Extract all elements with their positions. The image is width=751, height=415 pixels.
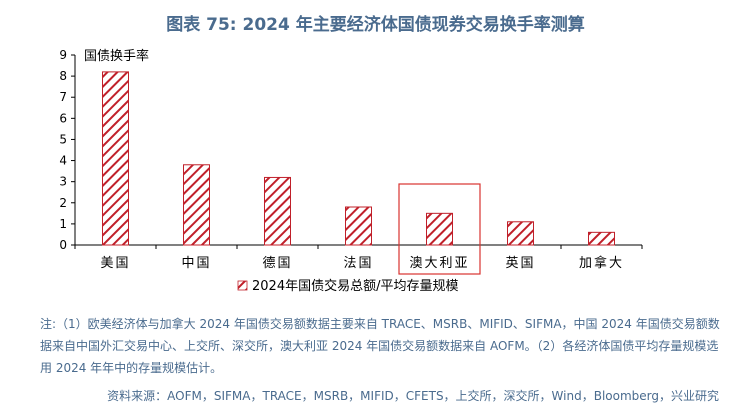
highlight-box	[398, 183, 481, 275]
x-tick-label: 英国	[505, 256, 535, 271]
x-tick-label: 法国	[343, 256, 373, 271]
x-tick-label: 德国	[262, 256, 292, 271]
data-source: 资料来源：AOFM，SIFMA，TRACE，MSRB，MIFID，CFETS，上…	[107, 389, 719, 403]
x-tick-label: 美国	[100, 256, 130, 271]
y-axis-label: 国债换手率	[84, 48, 149, 64]
bar-2	[264, 176, 291, 246]
y-tick-label: 4	[59, 154, 67, 168]
chart-title: 图表 75: 2024 年主要经济体国债现券交易换手率测算	[166, 15, 585, 35]
legend-swatch	[237, 280, 248, 291]
x-tick-label: 中国	[181, 256, 211, 271]
bar-3	[345, 206, 372, 246]
y-tick-label: 0	[59, 238, 67, 252]
y-tick-label: 1	[59, 217, 67, 231]
x-tick-label: 澳大利亚	[409, 255, 469, 271]
bar-chart: 0 1 2 3 4 5 6 7 8 9 美国 中国 德国 法国 澳大利亚 英国 加拿大 国债换手率 2024年…	[59, 48, 643, 294]
y-tick-label: 3	[59, 175, 67, 189]
y-tick-label: 8	[59, 69, 67, 83]
chart-note: 注:（1）欧美经济体与加拿大 2024 年国债交易额数据主要来自 TRACE、M…	[40, 317, 720, 375]
bar-5	[507, 221, 534, 246]
bar-4	[426, 212, 453, 246]
bar-6	[588, 231, 615, 246]
legend: 2024年国债交易总额/平均存量规模	[237, 278, 458, 294]
bar-0	[102, 71, 129, 246]
y-tick-label: 2	[59, 196, 67, 210]
y-tick-label: 5	[59, 132, 67, 146]
y-tick-label: 7	[59, 90, 67, 104]
y-tick-label: 6	[59, 111, 67, 125]
x-tick-label: 加拿大	[579, 255, 624, 271]
y-tick-label: 9	[59, 48, 67, 62]
legend-label: 2024年国债交易总额/平均存量规模	[252, 278, 458, 294]
bar-1	[183, 164, 210, 246]
